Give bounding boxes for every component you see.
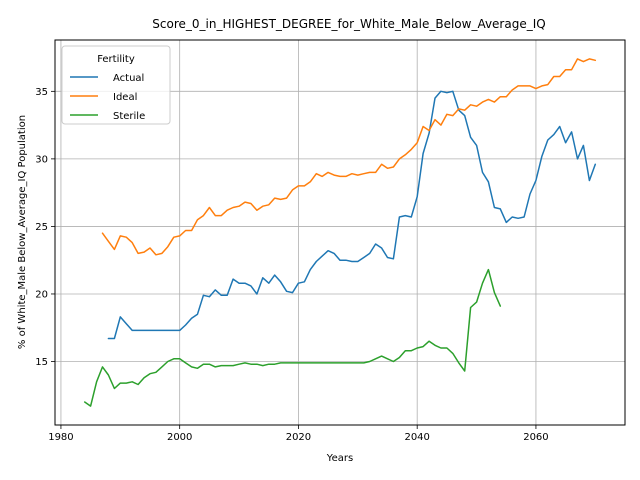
y-tick-label: 20 — [35, 289, 48, 300]
series-line-sterile — [83, 268, 502, 407]
x-tick-label: 1980 — [48, 432, 73, 443]
series-line-actual — [107, 90, 597, 340]
legend-label-actual: Actual — [113, 73, 144, 84]
legend: Fertility Actual Ideal Sterile — [61, 45, 171, 125]
legend-label-ideal: Ideal — [113, 92, 137, 103]
legend-box — [61, 45, 171, 125]
x-tick-label: 2040 — [404, 432, 429, 443]
y-axis-label: % of White_Male Below_Average_IQ Populat… — [17, 115, 28, 349]
series-line-ideal — [101, 58, 597, 256]
x-tick-label: 2000 — [167, 432, 192, 443]
y-tick-label: 25 — [35, 222, 48, 233]
plot-frame — [54, 39, 626, 426]
x-tick-label: 2020 — [286, 432, 311, 443]
x-axis-label: Years — [326, 453, 353, 464]
y-tick-label: 30 — [35, 154, 48, 165]
x-tick-label: 2060 — [523, 432, 548, 443]
x-axis-ticks: 1980 2000 2020 2040 2060 — [48, 425, 549, 443]
series-layer — [83, 58, 597, 407]
y-axis-ticks: 15 20 25 30 35 — [35, 87, 55, 368]
y-tick-label: 15 — [35, 357, 48, 368]
legend-title: Fertility — [97, 54, 135, 65]
chart-title: Score_0_in_HIGHEST_DEGREE_for_White_Male… — [152, 17, 545, 31]
gridlines — [55, 40, 625, 425]
y-tick-label: 35 — [35, 87, 48, 98]
legend-label-sterile: Sterile — [113, 111, 145, 122]
